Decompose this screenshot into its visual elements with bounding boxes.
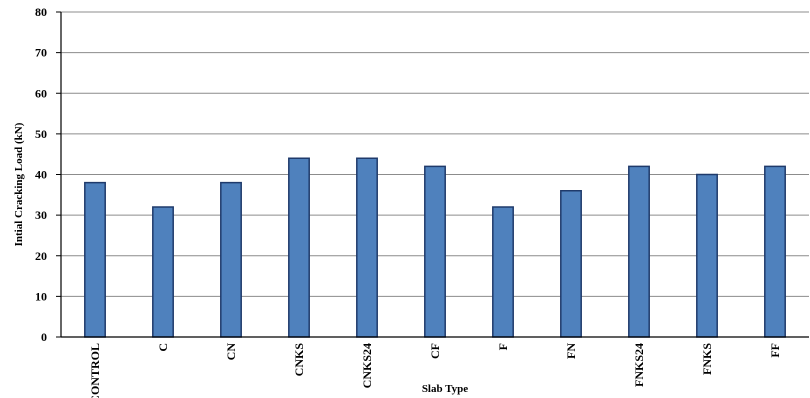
bar-control bbox=[84, 181, 106, 338]
x-tick-label: F bbox=[496, 343, 510, 350]
x-tick-label: FF bbox=[768, 343, 782, 358]
x-tick-labels: CONTROL C CN CNKS CNKS24 CF F FN FNKS24 FNKS FF bbox=[88, 343, 782, 398]
y-tick-label: 10 bbox=[35, 289, 47, 303]
x-tick-label: FN bbox=[564, 343, 578, 359]
bar-fnks24 bbox=[628, 165, 650, 338]
y-tick-label: 0 bbox=[41, 330, 47, 344]
bar-fn bbox=[560, 190, 582, 338]
y-tick-label: 60 bbox=[35, 86, 47, 100]
x-tick-label: CN bbox=[224, 343, 238, 361]
x-tick-label: CONTROL bbox=[88, 343, 102, 398]
y-tick-label: 80 bbox=[35, 5, 47, 19]
x-tick-label: CNKS bbox=[292, 343, 306, 377]
y-tick-label: 40 bbox=[35, 168, 47, 182]
bar-ff bbox=[764, 165, 786, 338]
bar-fnks bbox=[696, 173, 718, 338]
bar-cnks bbox=[288, 157, 310, 338]
x-tick-label: CF bbox=[428, 343, 442, 359]
x-tick-label: CNKS24 bbox=[360, 343, 374, 388]
y-tick-label: 20 bbox=[35, 249, 47, 263]
y-axis-title: Intial Cracking Load (kN) bbox=[13, 122, 25, 246]
bar-f bbox=[492, 206, 514, 338]
x-axis-title: Slab Type bbox=[422, 383, 468, 395]
bar-cf bbox=[424, 165, 446, 338]
y-tick-labels: 0 10 20 30 40 50 60 70 80 bbox=[35, 5, 61, 344]
x-tick-label: C bbox=[156, 343, 170, 352]
y-tick-label: 70 bbox=[35, 46, 47, 60]
bars bbox=[84, 157, 786, 338]
bar-cnks24 bbox=[356, 157, 378, 338]
y-tick-label: 50 bbox=[35, 127, 47, 141]
bar-c bbox=[152, 206, 174, 338]
y-tick-label: 30 bbox=[35, 208, 47, 222]
x-tick-label: FNKS bbox=[700, 343, 714, 375]
bar-cn bbox=[220, 181, 242, 338]
x-tick-label: FNKS24 bbox=[632, 343, 646, 387]
